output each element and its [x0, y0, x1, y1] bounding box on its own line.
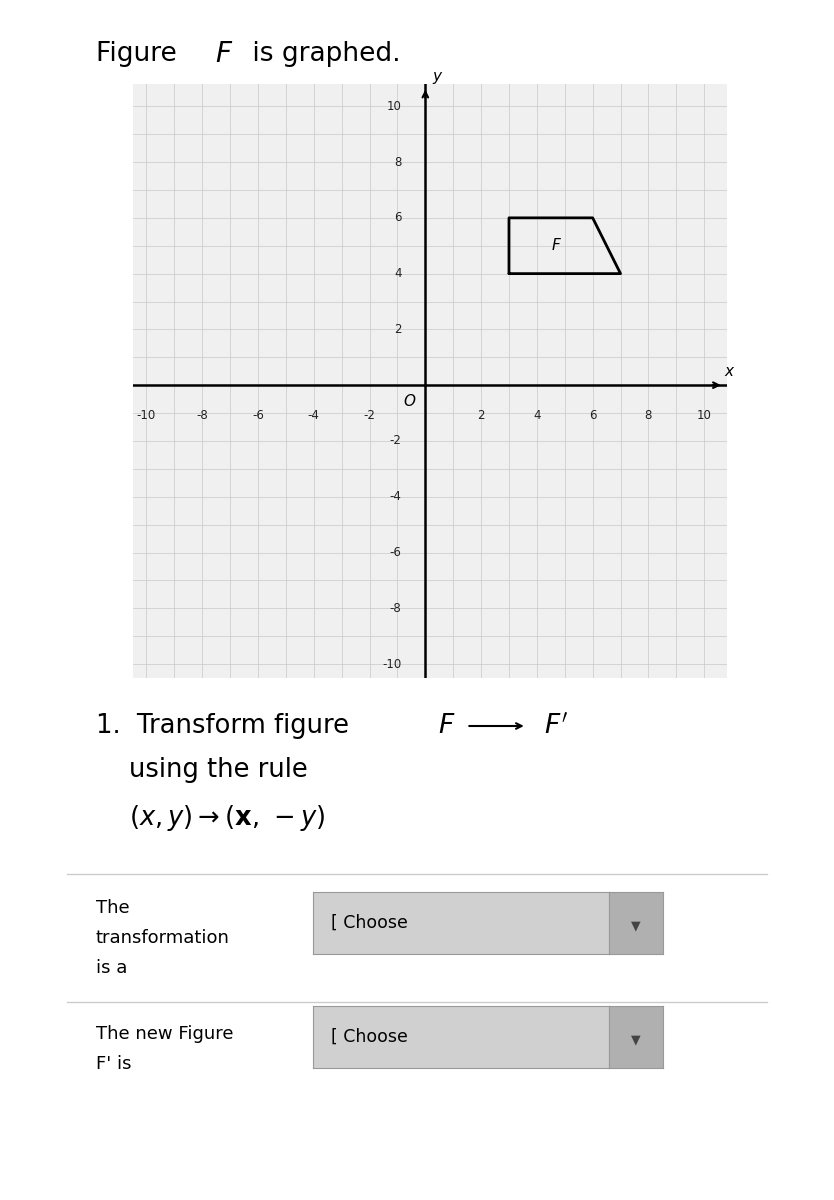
Text: ▼: ▼ — [631, 1033, 641, 1046]
Text: $O$: $O$ — [404, 392, 417, 408]
Text: -6: -6 — [389, 546, 402, 559]
Text: ▼: ▼ — [631, 919, 641, 932]
Text: -8: -8 — [389, 601, 402, 614]
Text: $\mathit{F'}$: $\mathit{F'}$ — [544, 713, 568, 739]
Text: -2: -2 — [364, 409, 375, 422]
Text: using the rule: using the rule — [129, 757, 308, 784]
Text: transformation: transformation — [96, 929, 230, 948]
Text: [ Choose: [ Choose — [330, 914, 407, 931]
Text: 4: 4 — [533, 409, 540, 422]
Text: 10: 10 — [696, 409, 711, 422]
Text: is a: is a — [96, 960, 128, 977]
Text: -4: -4 — [389, 491, 402, 503]
Text: $x$: $x$ — [724, 364, 735, 379]
Text: The new Figure: The new Figure — [96, 1025, 234, 1043]
Text: 6: 6 — [394, 211, 402, 224]
Text: 8: 8 — [394, 156, 402, 168]
Text: Figure: Figure — [96, 41, 185, 67]
Text: F: F — [552, 239, 560, 253]
Text: 2: 2 — [477, 409, 485, 422]
Text: [ Choose: [ Choose — [330, 1027, 407, 1045]
Text: $\mathit{F}$: $\mathit{F}$ — [215, 40, 234, 68]
Text: -8: -8 — [196, 409, 208, 422]
Text: -4: -4 — [308, 409, 319, 422]
Text: F' is: F' is — [96, 1056, 132, 1073]
Text: 8: 8 — [645, 409, 652, 422]
Text: is graphed.: is graphed. — [244, 41, 400, 67]
Text: 1.  Transform figure: 1. Transform figure — [96, 713, 357, 739]
Text: $(x, y) \rightarrow (\mathbf{x},\, -y)$: $(x, y) \rightarrow (\mathbf{x},\, -y)$ — [129, 804, 325, 833]
Text: The: The — [96, 900, 129, 917]
Text: 4: 4 — [394, 268, 402, 280]
Text: 2: 2 — [394, 323, 402, 336]
Text: 10: 10 — [387, 100, 402, 113]
Text: -10: -10 — [382, 658, 402, 671]
Text: -6: -6 — [252, 409, 264, 422]
Text: $y$: $y$ — [432, 71, 444, 86]
Text: 6: 6 — [589, 409, 596, 422]
Text: $\mathit{F}$: $\mathit{F}$ — [438, 713, 455, 739]
Text: -2: -2 — [389, 434, 402, 448]
Text: -10: -10 — [137, 409, 156, 422]
